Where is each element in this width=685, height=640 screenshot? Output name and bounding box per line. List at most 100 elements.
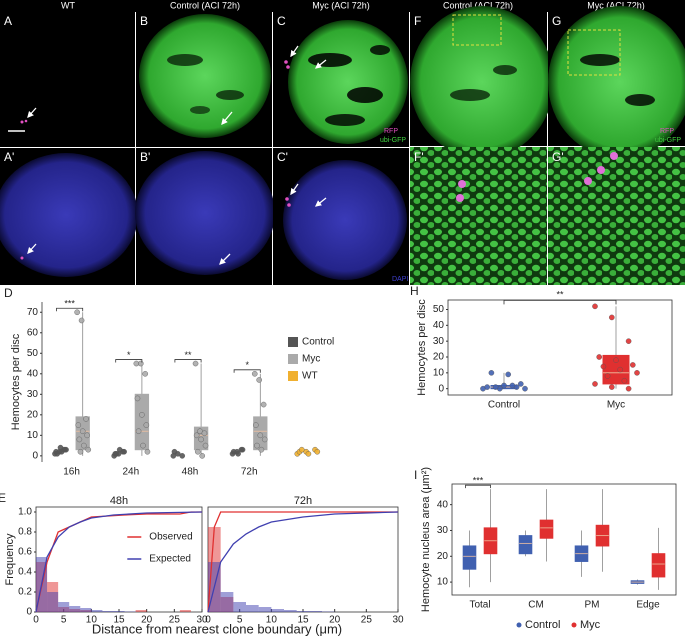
- significance-label: ***: [473, 476, 484, 486]
- y-tick-label: 1.0: [18, 507, 32, 518]
- data-point: [76, 436, 83, 443]
- data-point: [625, 338, 632, 344]
- panel-label: G': [552, 150, 564, 164]
- data-point: [78, 317, 85, 324]
- data-point: [617, 366, 624, 373]
- channel-label: RFP: [660, 128, 674, 135]
- histogram-bar: [91, 610, 103, 612]
- data-point: [85, 446, 92, 453]
- x-tick-label: 15: [297, 615, 309, 626]
- cumulative-line: [35, 511, 203, 613]
- significance-bracket: [115, 359, 143, 363]
- x-tick-label: 10: [86, 615, 98, 626]
- data-point: [199, 453, 206, 459]
- data-point: [518, 381, 524, 387]
- data-point: [113, 450, 120, 457]
- y-tick-label: 50: [27, 348, 39, 359]
- y-tick-label: 0: [438, 383, 444, 394]
- histogram-bar: [284, 610, 297, 612]
- significance-label: ***: [64, 299, 75, 309]
- column-header: Control (ACI 72h): [443, 0, 513, 10]
- x-tick-label: 25: [361, 615, 373, 626]
- data-point: [630, 362, 636, 368]
- channel-label: ubi-GFP: [655, 137, 681, 144]
- y-tick-label: 10: [437, 577, 449, 588]
- box: [651, 553, 666, 578]
- column-header: WT: [61, 0, 75, 10]
- data-point: [139, 412, 145, 418]
- legend-label: Control: [302, 337, 334, 348]
- legend-swatch: [516, 622, 522, 628]
- panel-label: G: [552, 14, 561, 28]
- y-tick-label: 70: [27, 307, 39, 318]
- data-point: [198, 436, 204, 443]
- x-tick-label: 0: [205, 615, 211, 626]
- x-tick-label: Control: [488, 400, 520, 411]
- y-tick-label: 10: [433, 367, 445, 378]
- histogram-bar: [124, 611, 136, 612]
- data-point: [501, 382, 507, 389]
- data-point: [257, 432, 264, 439]
- y-tick-label: 30: [433, 336, 445, 347]
- y-tick-label: 60: [27, 327, 39, 338]
- x-tick-label: 20: [329, 615, 341, 626]
- data-point: [260, 401, 267, 408]
- x-tick-label: Total: [469, 600, 490, 611]
- significance-label: **: [556, 290, 564, 300]
- histogram-bar: [246, 605, 259, 612]
- data-point: [202, 442, 209, 449]
- column-header: Myc (ACI 72h): [587, 0, 645, 10]
- data-point: [609, 384, 615, 390]
- data-point: [261, 436, 268, 443]
- histogram-bar: [258, 607, 272, 612]
- data-point: [137, 360, 144, 367]
- data-point: [81, 442, 87, 449]
- x-tick-label: 72h: [241, 467, 258, 478]
- panel-label: B: [140, 14, 148, 28]
- data-point: [488, 370, 495, 376]
- histogram-bar: [69, 606, 81, 612]
- panel-label: C': [277, 150, 288, 164]
- x-tick-label: 5: [61, 615, 67, 626]
- x-tick-label: 16h: [63, 467, 80, 478]
- data-point: [625, 385, 632, 392]
- data-point: [121, 448, 127, 455]
- data-point: [239, 446, 246, 453]
- x-tick-label: 25: [169, 615, 181, 626]
- panel-label: F: [414, 14, 421, 28]
- histogram-bar: [58, 602, 70, 612]
- data-point: [140, 442, 146, 449]
- chart-title: 72h: [294, 495, 312, 507]
- y-tick-label: 40: [27, 368, 39, 379]
- histogram-bar: [220, 592, 234, 612]
- data-point: [258, 446, 265, 453]
- data-point: [592, 381, 598, 387]
- significance-bracket: [56, 307, 84, 312]
- chart-title: 48h: [110, 495, 128, 507]
- significance-bracket: [174, 359, 202, 363]
- histogram-bar: [47, 592, 59, 612]
- x-tick-label: 5: [237, 615, 243, 626]
- x-tick-label: 24h: [122, 467, 139, 478]
- header-bar: [0, 0, 685, 12]
- significance-bracket: [503, 299, 617, 305]
- significance-bracket: [233, 369, 261, 373]
- y-tick-label: 50: [433, 304, 445, 315]
- y-tick-label: 0: [32, 450, 38, 461]
- histogram-bar: [135, 610, 147, 612]
- channel-label: DAPI: [392, 276, 408, 283]
- legend-label: Control: [525, 619, 560, 631]
- histogram-bar: [179, 610, 191, 612]
- y-tick-label: 0.8: [18, 527, 32, 538]
- histogram-bar: [322, 611, 335, 612]
- data-point: [609, 314, 615, 321]
- data-point: [143, 422, 150, 428]
- data-point: [171, 448, 178, 455]
- data-point: [63, 446, 69, 453]
- histogram-bar: [80, 608, 92, 612]
- histogram-bar: [296, 611, 310, 612]
- data-point: [522, 385, 528, 392]
- legend-label: Expected: [149, 554, 191, 565]
